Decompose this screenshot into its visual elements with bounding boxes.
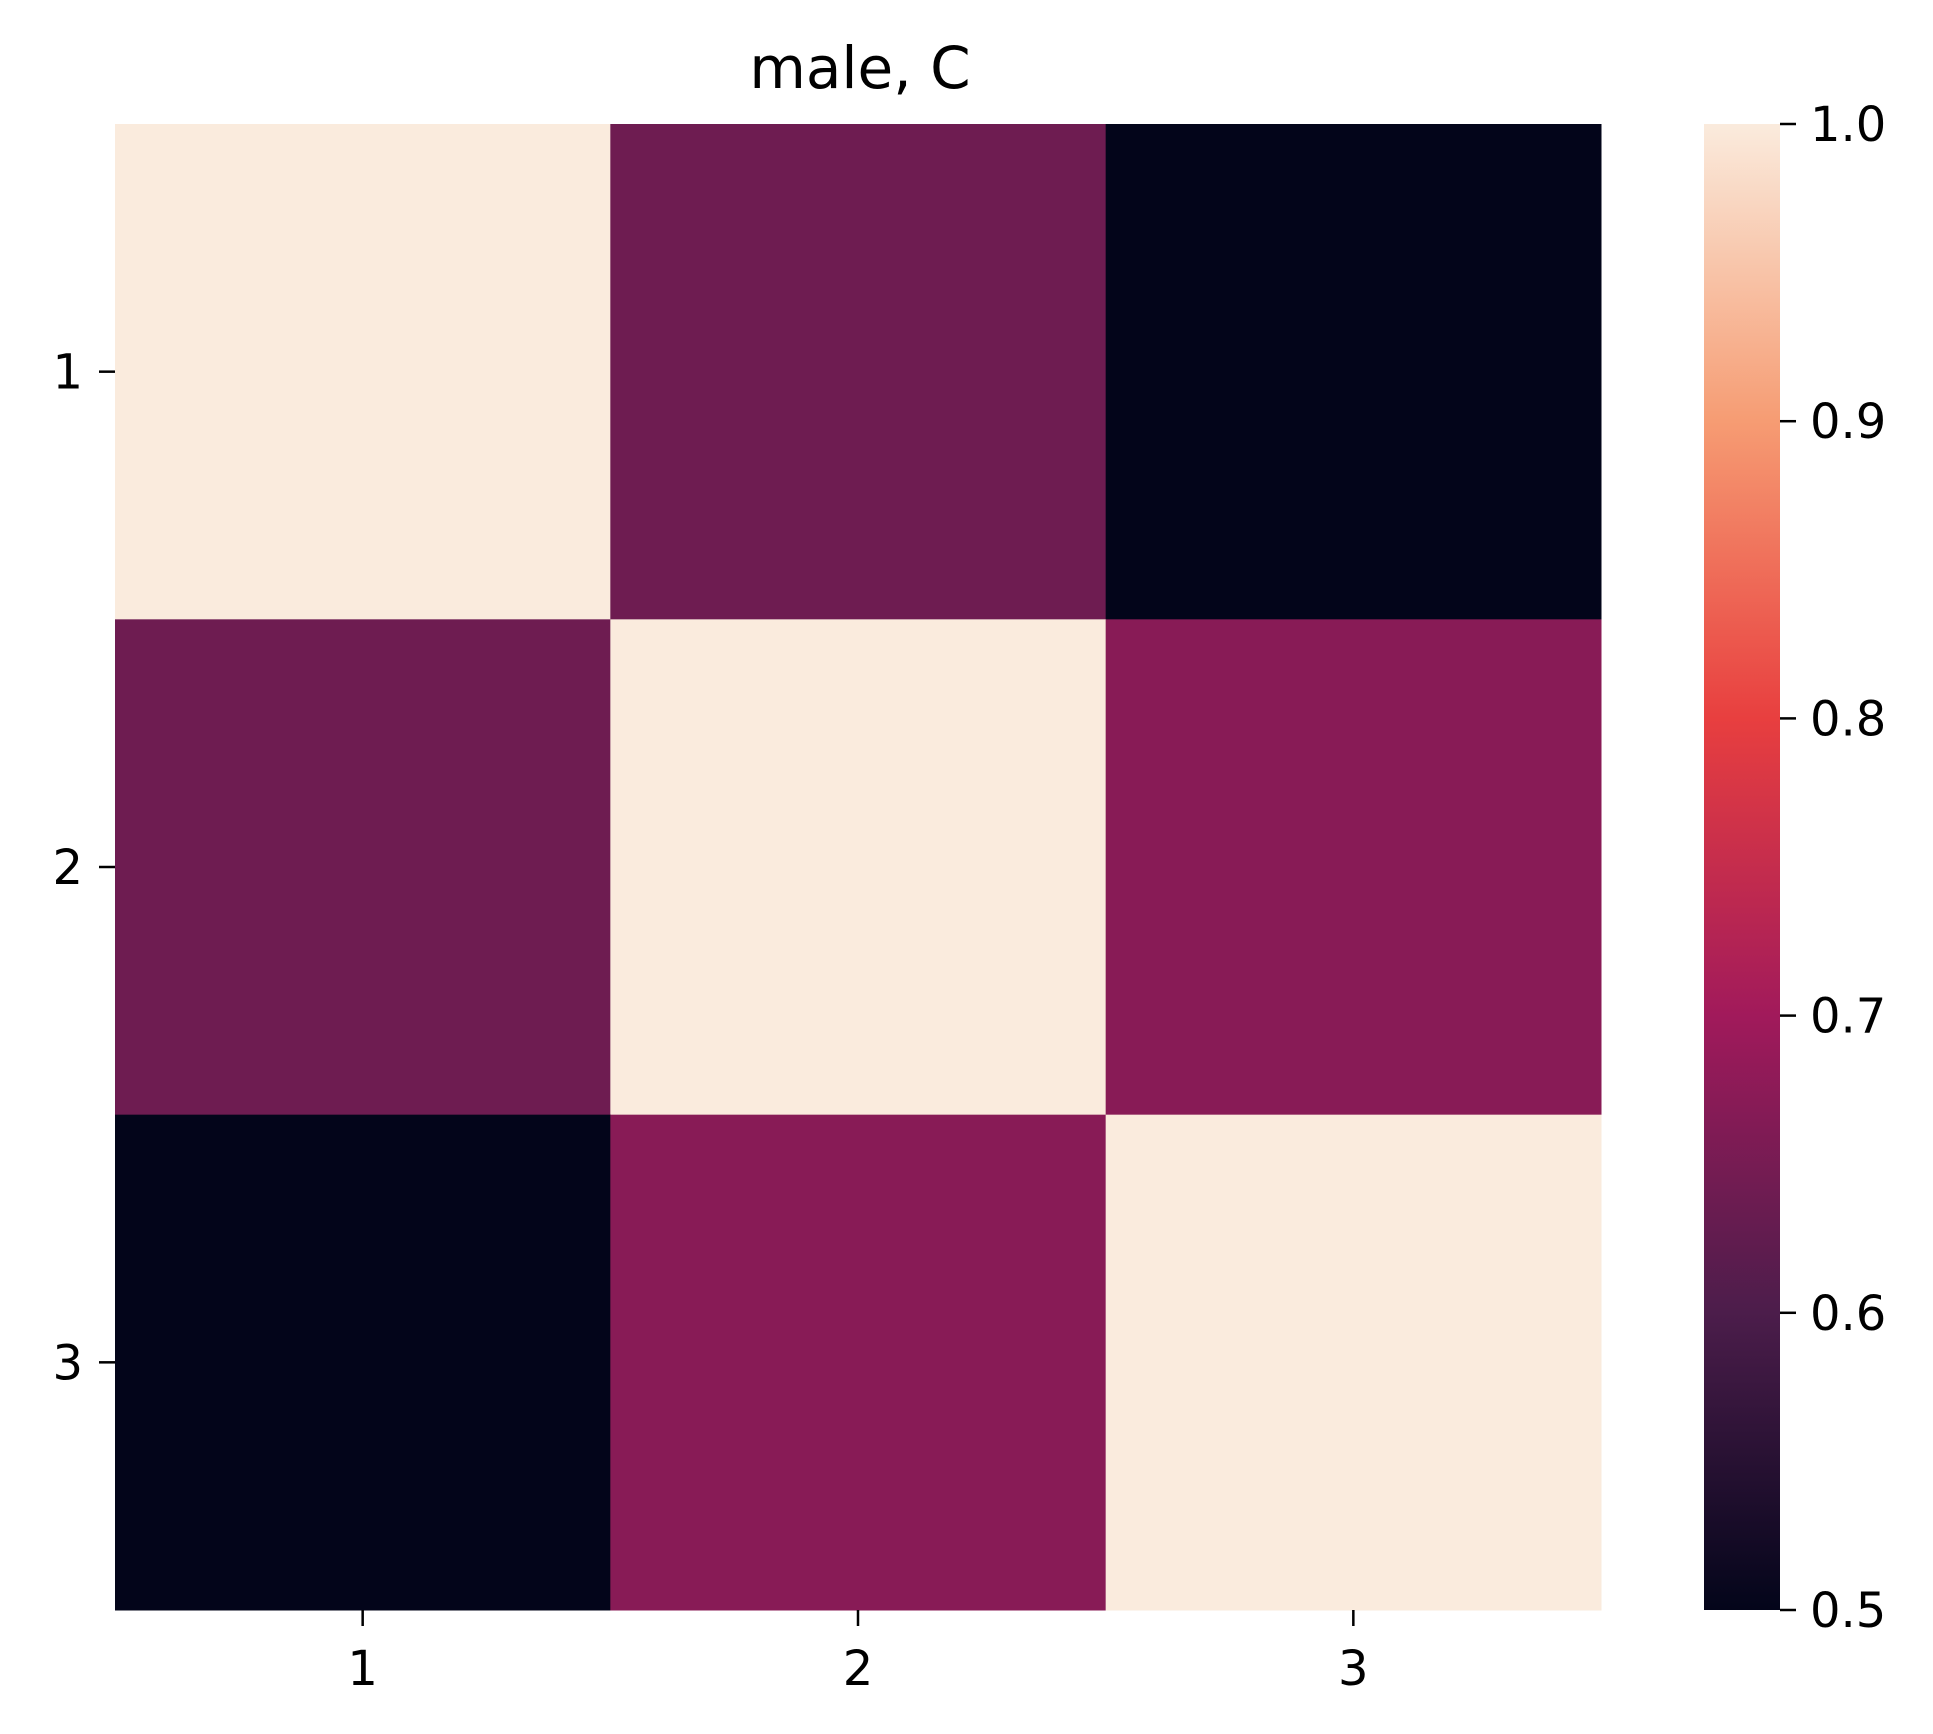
colorbar-tick-label-0.8: 0.8 (1810, 691, 1886, 747)
heatmap-cell-r2-c2 (610, 619, 1107, 1116)
heatmap-cell-r3-c2 (610, 1114, 1107, 1611)
heatmap-cell-r1-c1 (115, 124, 611, 620)
colorbar-axis: 0.5 0.6 0.7 0.8 0.9 1.0 (1780, 97, 1886, 1639)
y-axis: 1 2 3 (52, 345, 115, 1391)
colorbar-tick-label-1.0: 1.0 (1810, 97, 1886, 153)
heatmap-cell-r3-c1 (115, 1114, 611, 1611)
colorbar-tick-label-0.9: 0.9 (1810, 394, 1886, 450)
heatmap-cell-r2-c1 (115, 619, 611, 1116)
x-tick-label-2: 2 (843, 1641, 874, 1697)
x-tick-label-1: 1 (347, 1641, 378, 1697)
y-tick-label-3: 3 (52, 1335, 83, 1391)
heatmap-cell-r2-c3 (1105, 619, 1602, 1116)
colorbar (1704, 124, 1780, 1610)
x-axis: 1 2 3 (347, 1610, 1369, 1697)
x-tick-label-3: 3 (1338, 1641, 1369, 1697)
colorbar-tick-label-0.5: 0.5 (1810, 1583, 1886, 1639)
heatmap-cell-r1-c2 (610, 124, 1107, 620)
colorbar-tick-label-0.6: 0.6 (1810, 1286, 1886, 1342)
colorbar-gradient (1704, 124, 1780, 1610)
heatmap-cell-r1-c3 (1105, 124, 1602, 620)
heatmap-cells (115, 124, 1602, 1611)
y-tick-label-2: 2 (52, 840, 83, 896)
heatmap-cell-r3-c3 (1105, 1114, 1602, 1611)
chart-title: male, C (749, 34, 970, 102)
y-tick-label-1: 1 (52, 345, 83, 401)
colorbar-tick-label-0.7: 0.7 (1810, 989, 1886, 1045)
